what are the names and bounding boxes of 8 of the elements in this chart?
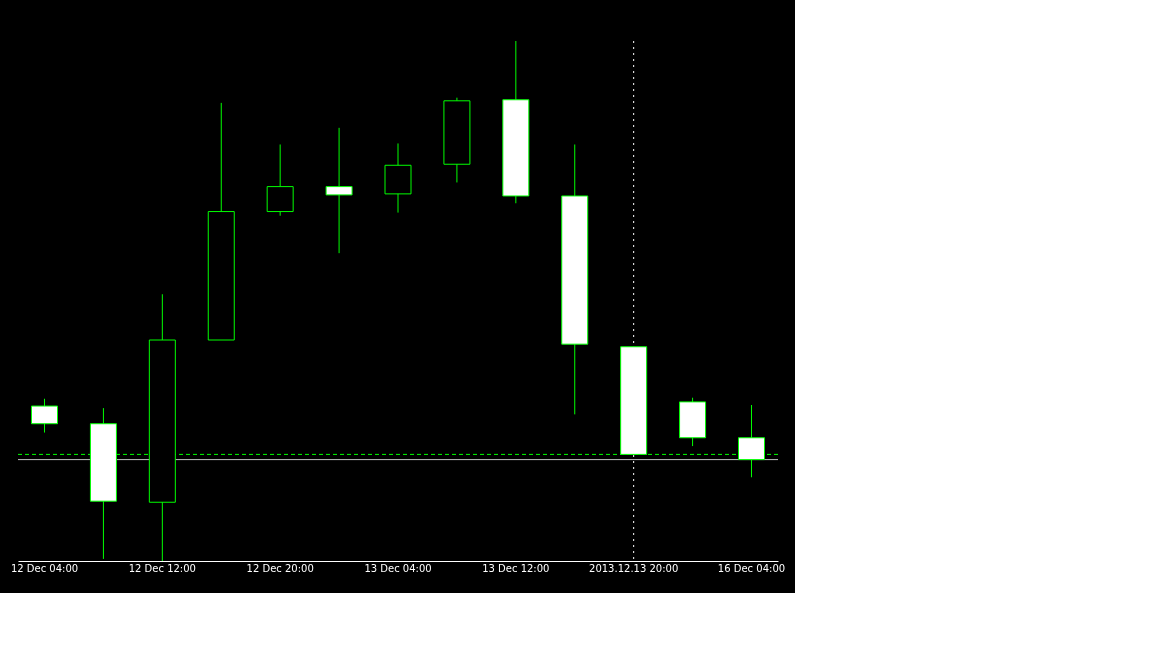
x-tick-label: 13 Dec 12:00 [482,562,550,574]
x-tick-label: 12 Dec 12:00 [128,562,196,574]
x-tick-label: 12 Dec 20:00 [246,562,314,574]
x-tick-label: 13 Dec 04:00 [364,562,432,574]
x-tick-label: 2013.12.13 20:00 [589,562,679,574]
x-tick-label: 16 Dec 04:00 [717,562,786,574]
candlestick [325,127,353,254]
x-tick-label: 12 Dec 04:00 [10,562,79,574]
